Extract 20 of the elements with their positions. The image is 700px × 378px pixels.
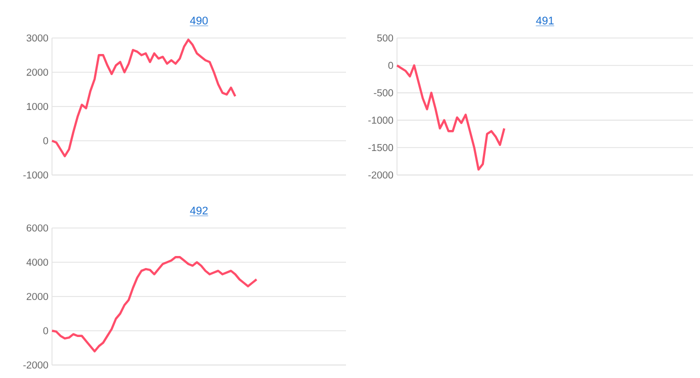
y-tick-label: -1500 <box>368 144 394 152</box>
y-tick-label: -1000 <box>23 171 48 179</box>
y-tick-label: 0 <box>388 62 394 69</box>
y-tick-label: 2000 <box>26 292 48 300</box>
chart-title: 491 <box>536 16 554 24</box>
y-tick-label: 0 <box>43 137 48 144</box>
y-tick-label: -2000 <box>368 171 394 179</box>
y-tick-label: 6000 <box>26 224 48 232</box>
chart-title: 490 <box>190 16 208 24</box>
y-tick-label: 3000 <box>26 34 48 42</box>
y-tick-label: -2000 <box>23 361 48 369</box>
y-tick-label: 0 <box>43 327 48 334</box>
y-tick-label: 1000 <box>26 102 48 110</box>
y-tick-label: -500 <box>374 89 394 96</box>
y-tick-label: -1000 <box>368 116 394 124</box>
line-series <box>50 38 236 158</box>
y-tick-label: 500 <box>377 34 394 42</box>
chart-title: 492 <box>190 206 208 214</box>
y-tick-label: 2000 <box>26 68 48 76</box>
y-tick-label: 4000 <box>26 258 48 266</box>
